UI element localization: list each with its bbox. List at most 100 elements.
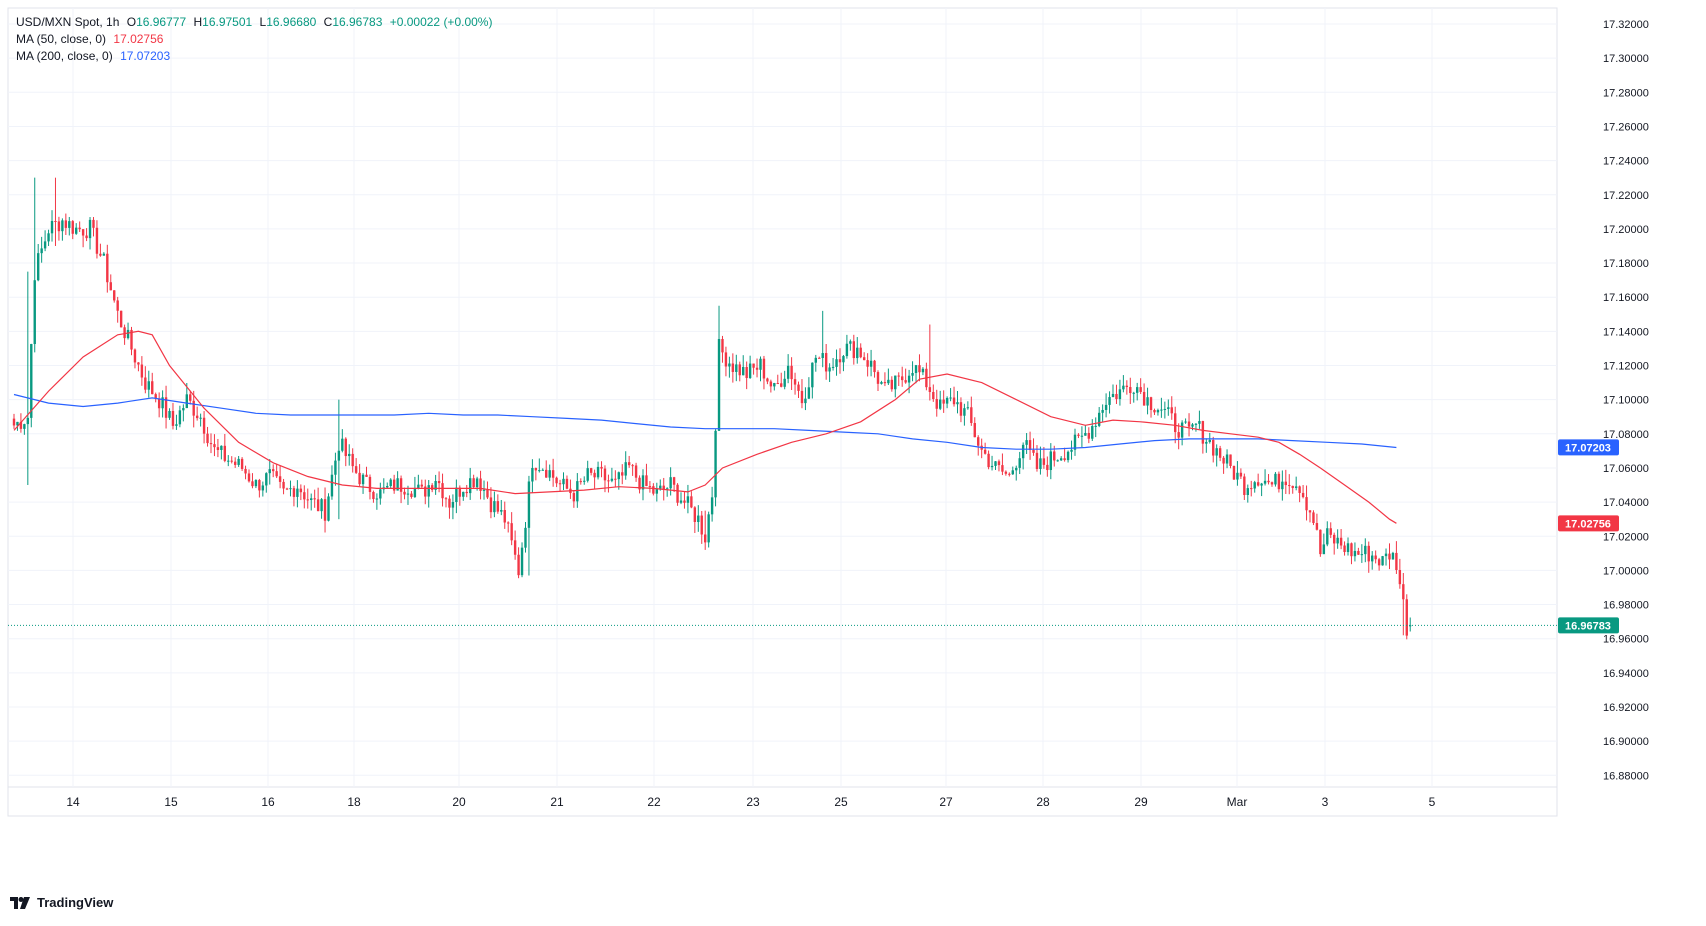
candle-body [572, 493, 576, 502]
x-tick-label: Mar [1227, 795, 1248, 809]
candle-body [109, 282, 112, 291]
candle-body [997, 461, 1001, 466]
x-tick-label: 5 [1429, 795, 1436, 809]
high-value: 16.97501 [202, 15, 253, 29]
candle-body [40, 248, 43, 254]
candle-body [441, 483, 444, 499]
candle-body [1046, 464, 1049, 471]
candle-body [475, 478, 479, 488]
candle-body [631, 465, 634, 467]
candle-body [1329, 528, 1332, 535]
x-tick-label: 23 [746, 795, 760, 809]
x-tick-label: 3 [1322, 795, 1329, 809]
candle-body [292, 488, 296, 497]
candle-body [576, 481, 579, 502]
grid-layer [7, 7, 1558, 817]
candle-body [1129, 387, 1132, 394]
candle-body [894, 375, 897, 390]
candle-body [424, 486, 427, 497]
candle-body [465, 491, 468, 494]
candle-body [396, 478, 399, 491]
candle-body [75, 227, 78, 234]
candle-body [458, 487, 462, 497]
candle-body [1053, 451, 1056, 461]
candle-body [1091, 426, 1094, 439]
candle-body [873, 360, 876, 373]
legend-ma200-row[interactable]: MA (200, close, 0) 17.07203 [16, 48, 492, 65]
candle-body [1250, 488, 1253, 490]
y-tick-label: 17.06000 [1603, 463, 1649, 475]
x-tick-label: 25 [834, 795, 848, 809]
y-tick-label: 16.96000 [1603, 634, 1649, 646]
candle-body [589, 468, 593, 473]
candle-body [683, 500, 686, 503]
candle-body [1353, 550, 1357, 557]
candle-body [78, 227, 81, 230]
y-tick-label: 17.28000 [1603, 87, 1649, 99]
candle-body [1073, 434, 1077, 450]
candle-body [430, 485, 434, 490]
y-tick-label: 17.00000 [1603, 565, 1649, 577]
candle-body [247, 473, 251, 482]
x-tick-label: 28 [1036, 795, 1050, 809]
candle-body [33, 280, 36, 345]
candle-body [1094, 425, 1097, 427]
high-label: H [193, 15, 203, 29]
last-price-tag-box [1558, 617, 1619, 634]
candle-body [704, 534, 707, 543]
candle-body [316, 499, 320, 512]
candle-body [1142, 391, 1146, 406]
candle-body [624, 462, 627, 476]
candle-body [596, 466, 600, 478]
tradingview-brand[interactable]: TradingView [10, 895, 113, 910]
candle-layer [12, 177, 1412, 640]
candle-body [1243, 476, 1246, 495]
candle-body [797, 384, 800, 391]
candle-body [897, 375, 900, 377]
candle-body [672, 477, 676, 485]
candle-body [95, 227, 99, 254]
candle-body [1187, 421, 1191, 427]
candle-body [769, 381, 773, 387]
candle-body [735, 364, 738, 372]
candle-body [1405, 599, 1408, 636]
candle-body [1343, 545, 1346, 553]
candle-body [1270, 482, 1274, 485]
candle-body [676, 484, 679, 503]
candle-body [548, 470, 551, 478]
candle-body [621, 472, 624, 476]
candle-body [327, 496, 330, 521]
brand-name: TradingView [37, 895, 114, 910]
y-tick-label: 16.90000 [1603, 736, 1649, 748]
candle-body [164, 397, 168, 418]
candle-body [814, 357, 817, 363]
candle-body [1018, 458, 1021, 468]
candle-body [258, 480, 261, 491]
x-tick-label: 18 [347, 795, 361, 809]
open-label: O [126, 15, 137, 29]
candle-body [119, 310, 123, 328]
candle-body [1263, 480, 1267, 484]
candle-body [1177, 432, 1180, 438]
candle-body [634, 465, 638, 478]
candle-body [890, 379, 894, 390]
candle-body [652, 486, 655, 494]
candle-body [565, 478, 569, 489]
symbol-label[interactable]: USD/MXN Spot, 1h [16, 15, 120, 29]
candle-body [1080, 435, 1084, 437]
candle-body [313, 498, 316, 500]
candle-body [1025, 440, 1028, 445]
y-tick-label: 17.08000 [1603, 429, 1649, 441]
candle-body [12, 418, 16, 426]
candle-body [1239, 472, 1243, 477]
candle-body [1021, 444, 1025, 459]
chart-legend: USD/MXN Spot, 1h O16.96777 H16.97501 L16… [16, 14, 492, 65]
candle-body [36, 253, 40, 281]
candle-body [71, 221, 74, 234]
candle-body [1222, 457, 1225, 464]
candle-body [638, 477, 641, 490]
close-label: C [323, 15, 333, 29]
legend-ma50-row[interactable]: MA (50, close, 0) 17.02756 [16, 31, 492, 48]
